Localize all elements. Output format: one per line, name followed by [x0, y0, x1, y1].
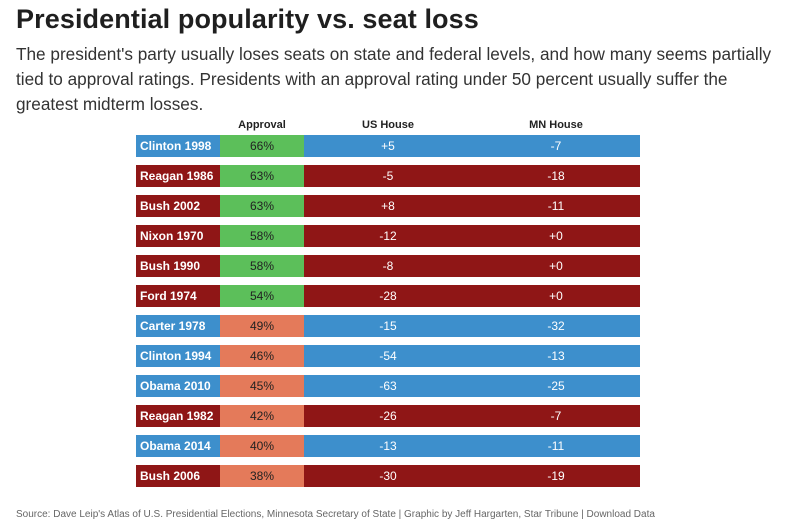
president-cell: Reagan 1982 — [136, 405, 220, 427]
president-cell: Ford 1974 — [136, 285, 220, 307]
president-cell: Bush 2006 — [136, 465, 220, 487]
table-row: Nixon 1970 58% -12 +0 — [136, 225, 640, 247]
table-row: Bush 2006 38% -30 -19 — [136, 465, 640, 487]
approval-cell: 58% — [220, 255, 304, 277]
us-house-cell: -26 — [304, 405, 472, 427]
president-cell: Bush 1990 — [136, 255, 220, 277]
approval-cell: 40% — [220, 435, 304, 457]
president-cell: Obama 2014 — [136, 435, 220, 457]
us-house-cell: -63 — [304, 375, 472, 397]
approval-cell: 66% — [220, 135, 304, 157]
table-header: Approval US House MN House — [136, 117, 640, 135]
us-house-cell: -28 — [304, 285, 472, 307]
source-note: Source: Dave Leip's Atlas of U.S. Presid… — [16, 509, 655, 520]
approval-cell: 63% — [220, 165, 304, 187]
president-cell: Obama 2010 — [136, 375, 220, 397]
column-header-mn-house: MN House — [529, 119, 583, 131]
approval-cell: 54% — [220, 285, 304, 307]
table-row: Carter 1978 49% -15 -32 — [136, 315, 640, 337]
approval-cell: 63% — [220, 195, 304, 217]
mn-house-cell: -13 — [472, 345, 640, 367]
approval-cell: 46% — [220, 345, 304, 367]
mn-house-cell: +0 — [472, 225, 640, 247]
chart-subtitle: The president's party usually loses seat… — [16, 44, 772, 114]
approval-cell: 42% — [220, 405, 304, 427]
mn-house-cell: -11 — [472, 435, 640, 457]
table-row: Obama 2014 40% -13 -11 — [136, 435, 640, 457]
table-row: Clinton 1994 46% -54 -13 — [136, 345, 640, 367]
mn-house-cell: -7 — [472, 135, 640, 157]
table-row: Reagan 1986 63% -5 -18 — [136, 165, 640, 187]
table-row: Clinton 1998 66% +5 -7 — [136, 135, 640, 157]
table-row: Reagan 1982 42% -26 -7 — [136, 405, 640, 427]
president-cell: Reagan 1986 — [136, 165, 220, 187]
mn-house-cell: -11 — [472, 195, 640, 217]
column-header-approval: Approval — [238, 119, 286, 131]
president-cell: Nixon 1970 — [136, 225, 220, 247]
us-house-cell: -13 — [304, 435, 472, 457]
approval-cell: 38% — [220, 465, 304, 487]
mn-house-cell: -25 — [472, 375, 640, 397]
table-row: Ford 1974 54% -28 +0 — [136, 285, 640, 307]
mn-house-cell: -19 — [472, 465, 640, 487]
us-house-cell: -5 — [304, 165, 472, 187]
president-cell: Clinton 1994 — [136, 345, 220, 367]
approval-cell: 45% — [220, 375, 304, 397]
table-row: Bush 1990 58% -8 +0 — [136, 255, 640, 277]
table-body: Clinton 1998 66% +5 -7 Reagan 1986 63% -5 -18 Bu… — [136, 135, 640, 487]
us-house-cell: -30 — [304, 465, 472, 487]
us-house-cell: +8 — [304, 195, 472, 217]
chart-title: Presidential popularity vs. seat loss — [16, 4, 479, 34]
column-header-us-house: US House — [362, 119, 414, 131]
president-cell: Clinton 1998 — [136, 135, 220, 157]
mn-house-cell: +0 — [472, 255, 640, 277]
us-house-cell: -12 — [304, 225, 472, 247]
us-house-cell: -8 — [304, 255, 472, 277]
approval-cell: 49% — [220, 315, 304, 337]
mn-house-cell: -32 — [472, 315, 640, 337]
us-house-cell: -54 — [304, 345, 472, 367]
us-house-cell: +5 — [304, 135, 472, 157]
table-row: Bush 2002 63% +8 -11 — [136, 195, 640, 217]
mn-house-cell: -7 — [472, 405, 640, 427]
mn-house-cell: -18 — [472, 165, 640, 187]
president-cell: Carter 1978 — [136, 315, 220, 337]
president-cell: Bush 2002 — [136, 195, 220, 217]
seat-loss-table: Approval US House MN House Clinton 1998 6… — [136, 117, 640, 495]
mn-house-cell: +0 — [472, 285, 640, 307]
approval-cell: 58% — [220, 225, 304, 247]
table-row: Obama 2010 45% -63 -25 — [136, 375, 640, 397]
us-house-cell: -15 — [304, 315, 472, 337]
